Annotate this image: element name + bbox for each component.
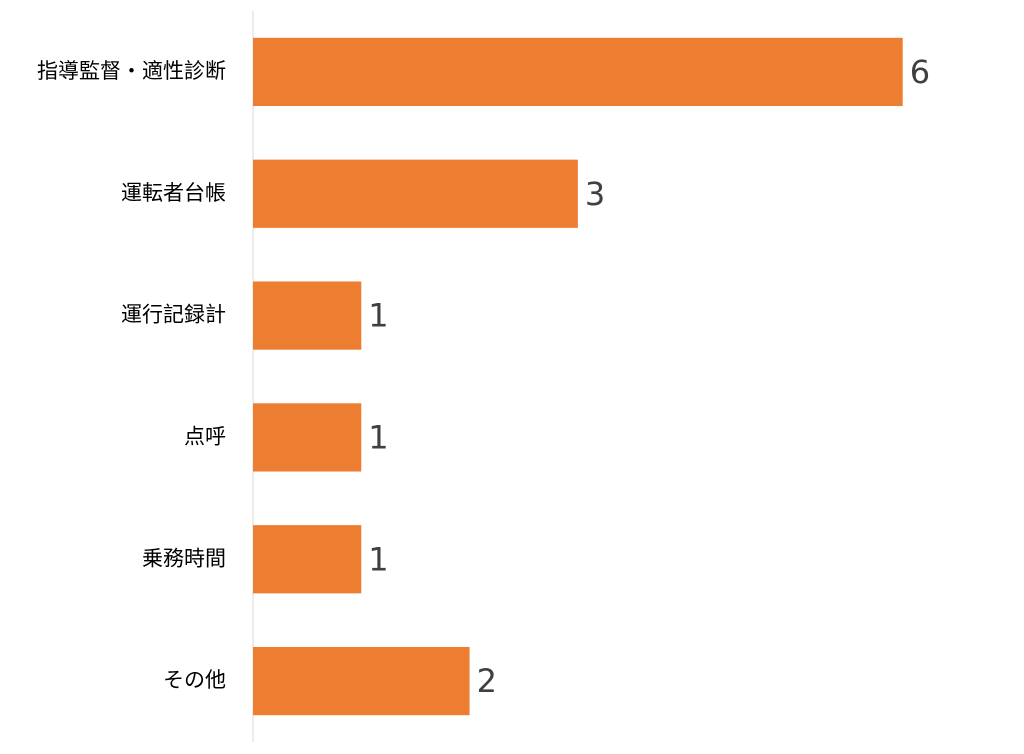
value-label: 1	[368, 418, 388, 456]
category-label: 乗務時間	[142, 546, 226, 570]
bar	[253, 646, 470, 716]
value-label: 2	[477, 662, 497, 700]
value-label: 1	[368, 540, 388, 578]
category-label: 点呼	[184, 424, 226, 448]
value-label: 3	[585, 175, 605, 213]
bar	[253, 159, 578, 228]
value-label: 1	[368, 297, 388, 335]
value-label: 6	[910, 53, 930, 91]
bar	[253, 525, 362, 594]
category-label: 運行記録計	[121, 303, 226, 327]
category-label: その他	[163, 668, 226, 692]
category-label: 運転者台帳	[121, 181, 226, 205]
bar	[253, 403, 362, 472]
bar	[253, 281, 362, 350]
category-label: 指導監督・適性診断	[37, 59, 226, 83]
bar	[253, 37, 903, 107]
